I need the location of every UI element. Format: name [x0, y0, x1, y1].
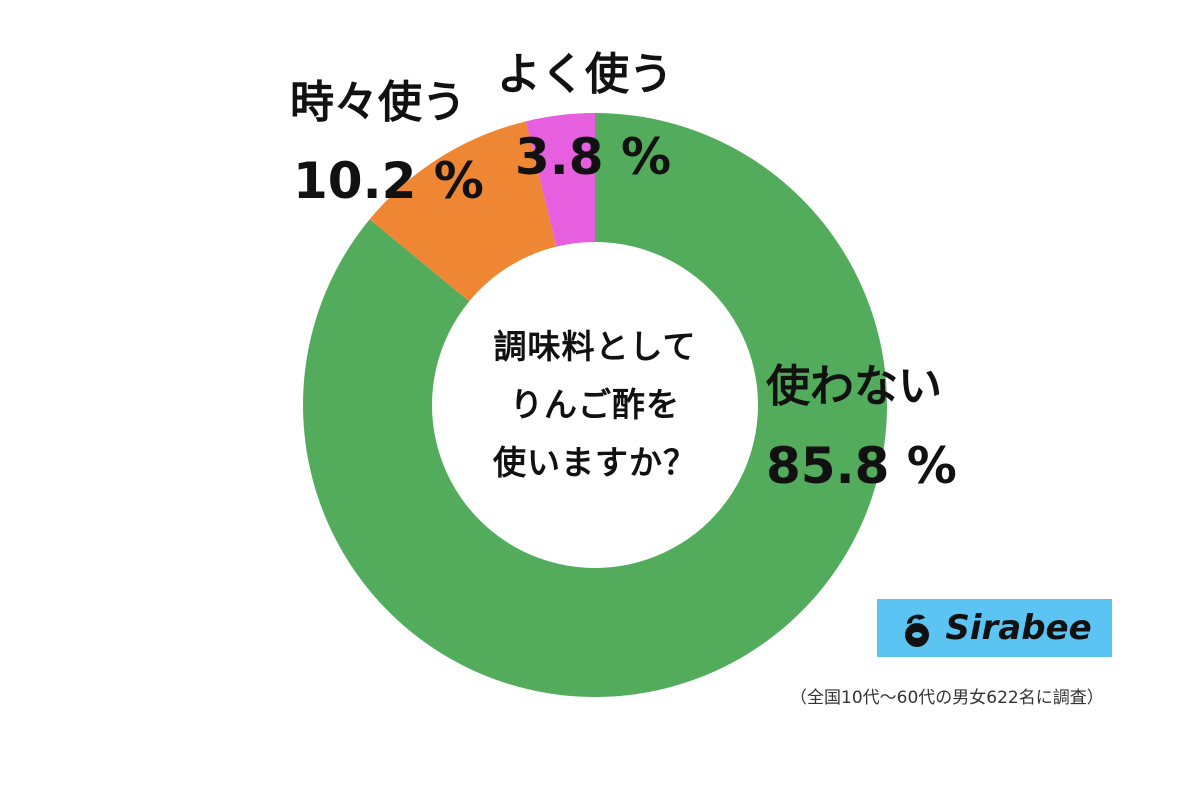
question-line-1: 調味料として	[493, 327, 697, 366]
donut-segment-0	[302, 113, 887, 697]
label-not-use-pct: 85.8 %	[766, 437, 957, 495]
question-line-2: りんご酢を	[510, 385, 680, 424]
label-sometimes-name: 時々使う	[290, 77, 466, 128]
center-question: 調味料として りんご酢を 使いますか？	[445, 318, 745, 492]
logo-text: Sirabee	[945, 608, 1092, 648]
label-not-use-name: 使わない	[766, 361, 942, 412]
donut-segment-2	[525, 113, 595, 247]
sirabee-logo: Sirabee	[877, 599, 1112, 657]
sirabee-mark-icon	[905, 614, 930, 647]
survey-footnote: （全国10代〜60代の男女622名に調査）	[790, 688, 1104, 708]
label-often-pct: 3.8 %	[515, 128, 672, 186]
question-line-3: 使いますか？	[493, 443, 697, 482]
donut-segment-1	[369, 121, 557, 302]
label-sometimes-pct: 10.2 %	[293, 152, 484, 210]
label-often-name: よく使う	[497, 49, 673, 100]
